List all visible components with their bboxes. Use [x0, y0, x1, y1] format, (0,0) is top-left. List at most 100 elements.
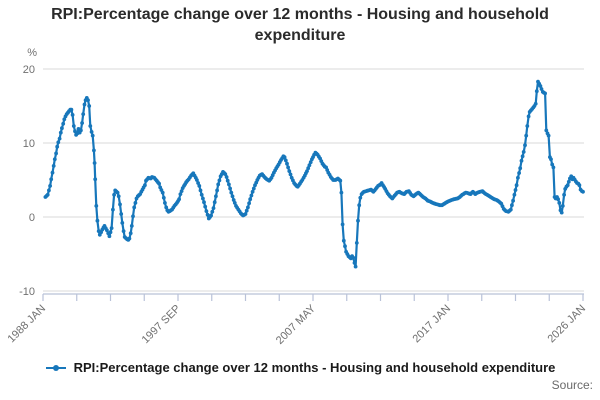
data-point-marker	[285, 161, 289, 166]
data-point-marker	[51, 164, 56, 168]
data-point-marker	[556, 197, 560, 202]
data-point-marker	[87, 104, 92, 108]
y-tick-label: -10	[19, 286, 35, 298]
data-point-marker	[49, 177, 54, 182]
data-point-marker	[229, 190, 234, 195]
data-point-marker	[197, 184, 202, 188]
data-point-marker	[551, 165, 556, 170]
data-point-marker	[215, 188, 220, 193]
data-point-marker	[108, 230, 113, 235]
data-point-marker	[228, 186, 233, 191]
data-point-marker	[118, 202, 122, 207]
data-point-marker	[143, 183, 147, 188]
data-point-marker	[112, 192, 116, 197]
data-point-marker	[121, 229, 126, 234]
data-point-marker	[177, 197, 182, 202]
data-point-marker	[55, 144, 60, 149]
data-point-marker	[115, 190, 120, 195]
legend-line-marker-icon	[45, 364, 66, 371]
data-point-marker	[71, 124, 76, 128]
data-point-marker	[243, 212, 248, 216]
data-point-marker	[223, 172, 228, 177]
data-point-marker	[514, 183, 519, 188]
data-point-marker	[248, 197, 253, 202]
legend-label: RPI:Percentage change over 12 months - H…	[73, 360, 556, 375]
data-point-marker	[128, 231, 133, 236]
data-point-marker	[305, 169, 309, 174]
data-point-marker	[81, 112, 86, 116]
data-point-marker	[209, 213, 214, 218]
data-point-marker	[109, 226, 114, 231]
data-point-marker	[45, 192, 50, 197]
data-point-marker	[526, 114, 531, 119]
data-point-marker	[287, 169, 292, 174]
data-point-marker	[178, 192, 183, 197]
data-point-marker	[510, 203, 514, 208]
data-point-marker	[244, 208, 249, 213]
data-point-marker	[80, 121, 84, 125]
data-point-marker	[92, 161, 97, 165]
data-point-marker	[88, 124, 93, 128]
data-point-marker	[523, 143, 527, 148]
data-point-marker	[157, 181, 162, 186]
x-tick-label: 1997 SEP	[140, 303, 184, 347]
data-point-marker	[196, 181, 201, 185]
data-point-marker	[47, 188, 51, 193]
data-point-marker	[519, 158, 524, 163]
data-point-marker	[163, 201, 167, 205]
data-point-marker	[198, 188, 203, 193]
data-point-marker	[214, 194, 218, 199]
data-point-marker	[339, 190, 344, 195]
data-point-marker	[538, 84, 543, 88]
data-point-marker	[227, 182, 231, 187]
data-point-marker	[69, 107, 74, 112]
y-axis-unit-label: %	[27, 47, 37, 59]
legend: RPI:Percentage change over 12 months - H…	[0, 360, 600, 375]
data-point-marker	[131, 214, 135, 219]
data-point-marker	[203, 204, 208, 209]
data-point-marker	[352, 261, 357, 265]
data-point-marker	[205, 212, 210, 217]
x-tick-label: 2017 JAN	[410, 303, 453, 346]
data-point-marker	[195, 178, 199, 182]
data-point-marker	[250, 189, 255, 194]
data-point-marker	[105, 228, 109, 233]
data-point-marker	[56, 140, 61, 145]
x-tick-label: 1988 JAN	[5, 303, 48, 346]
data-point-marker	[179, 189, 184, 194]
data-point-marker	[127, 236, 132, 241]
data-point-marker	[160, 190, 165, 195]
data-point-marker	[282, 155, 287, 160]
data-point-marker	[62, 117, 67, 122]
data-point-marker	[132, 205, 137, 210]
data-point-marker	[232, 201, 237, 205]
data-point-marker	[581, 189, 585, 194]
data-point-marker	[341, 238, 346, 243]
data-point-marker	[50, 170, 55, 175]
data-point-marker	[516, 175, 520, 180]
data-point-marker	[217, 178, 222, 183]
data-point-marker	[246, 205, 250, 210]
data-point-marker	[520, 154, 525, 159]
data-point-marker	[513, 188, 518, 192]
data-point-marker	[70, 113, 75, 117]
data-point-marker	[544, 128, 549, 133]
data-point-marker	[107, 234, 112, 239]
data-point-marker	[52, 157, 57, 162]
data-point-marker	[358, 195, 363, 200]
data-point-marker	[518, 166, 523, 171]
data-point-marker	[82, 102, 87, 107]
data-point-marker	[129, 224, 134, 228]
data-point-marker	[249, 193, 254, 198]
data-point-marker	[231, 198, 236, 202]
data-point-marker	[533, 101, 538, 106]
data-point-marker	[351, 255, 356, 260]
data-point-marker	[116, 194, 121, 199]
data-point-marker	[210, 209, 215, 214]
data-point-marker	[512, 192, 517, 197]
data-point-marker	[73, 129, 77, 134]
data-point-marker	[340, 222, 345, 227]
data-point-marker	[543, 91, 547, 96]
data-point-marker	[307, 163, 312, 168]
